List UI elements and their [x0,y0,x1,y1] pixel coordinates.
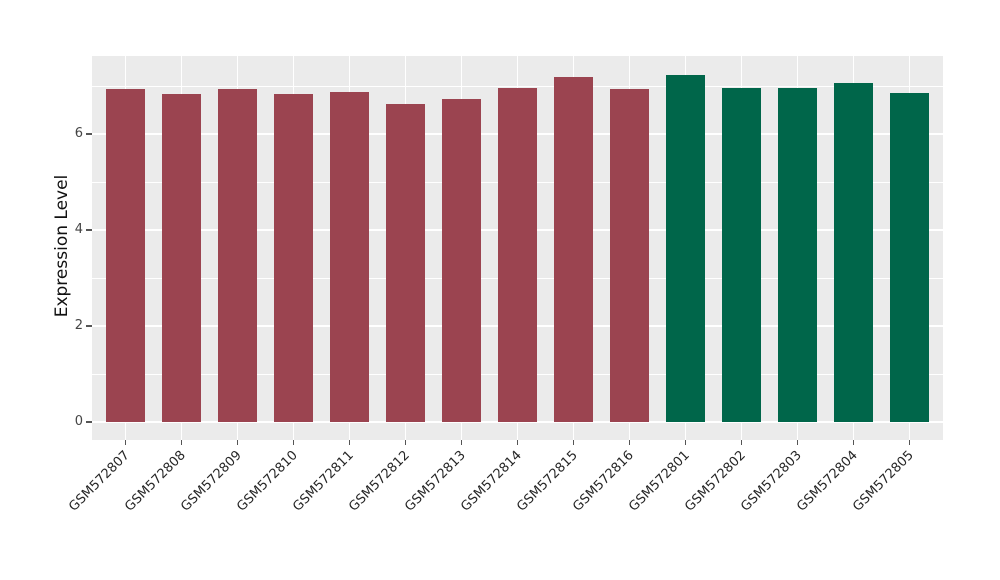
x-tick-mark [796,440,799,445]
bar [218,88,258,423]
y-tick-mark [86,325,92,327]
bar [274,93,314,423]
bar [665,74,705,423]
y-axis-title: Expression Level [52,174,72,318]
bar [833,83,873,423]
y-tick-label: 6 [74,126,83,142]
bar [553,76,593,423]
x-tick-mark [628,440,631,445]
x-tick-mark [572,440,575,445]
y-tick-label: 4 [74,222,83,238]
x-tick-mark [124,440,127,445]
x-tick-mark [236,440,239,445]
bar [777,88,817,423]
x-tick-mark [516,440,519,445]
bar [609,88,649,423]
x-tick-mark [460,440,463,445]
y-tick-mark [86,421,92,423]
x-tick-mark [908,440,911,445]
x-tick-mark [684,440,687,445]
x-tick-mark [180,440,183,445]
bar [889,93,929,423]
x-tick-mark [404,440,407,445]
bar [721,88,761,423]
y-tick-label: 0 [74,414,83,430]
x-tick-mark [292,440,295,445]
y-tick-label: 2 [74,318,83,334]
plot-panel [92,56,943,440]
bar [498,88,537,423]
x-tick-mark [852,440,855,445]
bar [106,88,146,423]
bar [330,92,370,423]
x-tick-mark [348,440,351,445]
bar [386,104,426,423]
bar [442,99,481,423]
x-tick-mark [740,440,743,445]
bar [162,94,202,423]
y-tick-mark [86,133,92,135]
y-tick-mark [86,229,92,231]
